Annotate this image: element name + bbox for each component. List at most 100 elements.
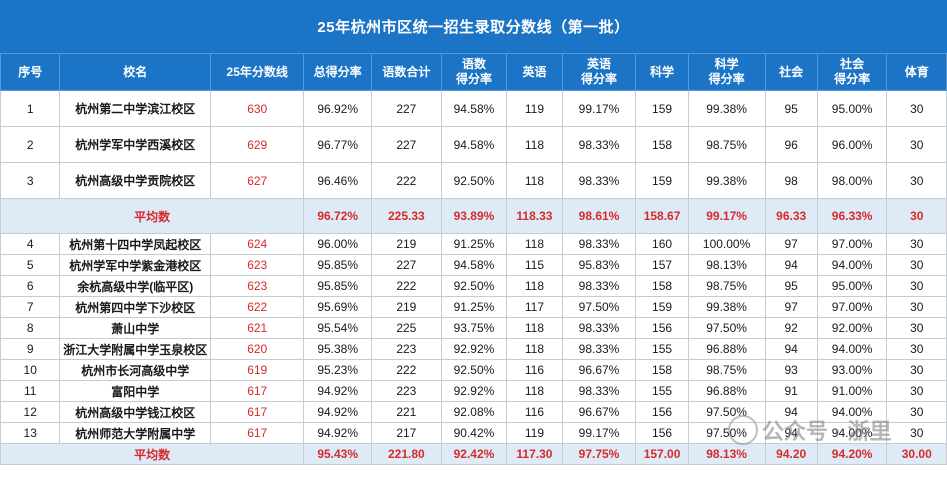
table-cell: 622 <box>210 296 305 318</box>
table-cell: 217 <box>371 422 442 444</box>
header-school: 校名 <box>59 53 212 91</box>
average-cell: 30.00 <box>886 443 947 465</box>
table-cell: 杭州师范大学附属中学 <box>59 422 212 444</box>
table-cell: 100.00% <box>687 233 766 255</box>
table-cell: 90.42% <box>440 422 508 444</box>
table-cell: 92.00% <box>816 317 888 339</box>
table-cell: 97.00% <box>816 296 888 318</box>
average-cell: 95.43% <box>303 443 372 465</box>
table-cell: 92.92% <box>440 338 508 360</box>
table-cell: 97 <box>764 233 818 255</box>
header-social-rate: 社会 得分率 <box>816 53 888 91</box>
table-cell: 97.00% <box>816 233 888 255</box>
table-cell: 杭州高级中学钱江校区 <box>59 401 212 423</box>
table-cell: 99.17% <box>561 422 637 444</box>
table-cell: 94.00% <box>816 254 888 276</box>
average-cell: 118.33 <box>506 198 563 234</box>
table-cell: 156 <box>635 401 689 423</box>
table-header-row: 序号 校名 25年分数线 总得分率 语数合计 语数 得分率 英语 英语 得分率 … <box>0 53 947 91</box>
average-cell: 221.80 <box>371 443 442 465</box>
table-cell: 93 <box>764 359 818 381</box>
table-cell: 94.58% <box>440 90 508 127</box>
table-cell: 富阳中学 <box>59 380 212 402</box>
table-cell: 92.92% <box>440 380 508 402</box>
table-cell: 621 <box>210 317 305 339</box>
average-cell: 117.30 <box>506 443 563 465</box>
average-cell: 98.61% <box>561 198 637 234</box>
header-science: 科学 <box>635 53 689 91</box>
table-cell: 96.00% <box>303 233 372 255</box>
table-cell: 99.38% <box>687 90 766 127</box>
table-cell: 98.75% <box>687 126 766 163</box>
table-cell: 91.25% <box>440 233 508 255</box>
table-cell: 118 <box>506 380 563 402</box>
table-cell: 92.08% <box>440 401 508 423</box>
table-cell: 96.00% <box>816 126 888 163</box>
table-cell: 94.58% <box>440 126 508 163</box>
table-cell: 617 <box>210 401 305 423</box>
table-cell: 227 <box>371 254 442 276</box>
table-cell: 30 <box>886 90 947 127</box>
average-row: 平均数 96.72% 225.33 93.89% 118.33 98.61% 158.67 9… <box>0 198 947 234</box>
table-cell: 11 <box>0 380 61 402</box>
table-cell: 156 <box>635 422 689 444</box>
header-english-rate: 英语 得分率 <box>561 53 637 91</box>
table-cell: 浙江大学附属中学玉泉校区 <box>59 338 212 360</box>
table-cell: 12 <box>0 401 61 423</box>
table-cell: 杭州高级中学贡院校区 <box>59 162 212 199</box>
table-cell: 94.00% <box>816 338 888 360</box>
table-cell: 94.00% <box>816 401 888 423</box>
table-cell: 98 <box>764 162 818 199</box>
average-cell: 158.67 <box>635 198 689 234</box>
header-pe: 体育 <box>886 53 947 91</box>
header-chinese-math-rate: 语数 得分率 <box>440 53 508 91</box>
table-cell: 94 <box>764 422 818 444</box>
table-cell: 30 <box>886 317 947 339</box>
table-cell: 30 <box>886 275 947 297</box>
table-cell: 118 <box>506 317 563 339</box>
table-cell: 118 <box>506 162 563 199</box>
table-cell: 97.50% <box>687 317 766 339</box>
table-cell: 95.83% <box>561 254 637 276</box>
table-cell: 94 <box>764 254 818 276</box>
table-cell: 118 <box>506 126 563 163</box>
table-cell: 96.92% <box>303 90 372 127</box>
table-cell: 97.50% <box>687 422 766 444</box>
table-cell: 95.69% <box>303 296 372 318</box>
table-cell: 99.38% <box>687 162 766 199</box>
table-cell: 116 <box>506 359 563 381</box>
table-cell: 2 <box>0 126 61 163</box>
table-cell: 95 <box>764 90 818 127</box>
table-cell: 118 <box>506 233 563 255</box>
table-row: 3 杭州高级中学贡院校区 627 96.46% 222 92.50% 118 98.33% 15… <box>0 162 947 199</box>
table-cell: 95 <box>764 275 818 297</box>
table-cell: 94.92% <box>303 422 372 444</box>
header-index: 序号 <box>0 53 61 91</box>
table-cell: 13 <box>0 422 61 444</box>
table-cell: 94.92% <box>303 401 372 423</box>
table-cell: 96.67% <box>561 359 637 381</box>
table-cell: 97 <box>764 296 818 318</box>
table-cell: 223 <box>371 338 442 360</box>
table-cell: 95.00% <box>816 90 888 127</box>
table-cell: 98.75% <box>687 275 766 297</box>
table-row: 10 杭州市长河高级中学 619 95.23% 222 92.50% 116 96.67% 15… <box>0 359 947 381</box>
table-cell: 227 <box>371 90 442 127</box>
table-cell: 94 <box>764 338 818 360</box>
table-cell: 95.85% <box>303 254 372 276</box>
table-cell: 222 <box>371 359 442 381</box>
table-cell: 6 <box>0 275 61 297</box>
table-row: 5 杭州学军中学紫金港校区 623 95.85% 227 94.58% 115 95.83% 1… <box>0 254 947 276</box>
table-cell: 95.23% <box>303 359 372 381</box>
table-cell: 30 <box>886 422 947 444</box>
table-cell: 8 <box>0 317 61 339</box>
table-cell: 97.50% <box>687 401 766 423</box>
table-cell: 96.77% <box>303 126 372 163</box>
table-cell: 杭州第四中学下沙校区 <box>59 296 212 318</box>
table-cell: 158 <box>635 275 689 297</box>
table-row: 13 杭州师范大学附属中学 617 94.92% 217 90.42% 119 99.17% 1… <box>0 422 947 444</box>
header-chinese-math-sum: 语数合计 <box>371 53 442 91</box>
table-cell: 119 <box>506 422 563 444</box>
average-cell: 99.17% <box>687 198 766 234</box>
table-row: 7 杭州第四中学下沙校区 622 95.69% 219 91.25% 117 97.50% 15… <box>0 296 947 318</box>
